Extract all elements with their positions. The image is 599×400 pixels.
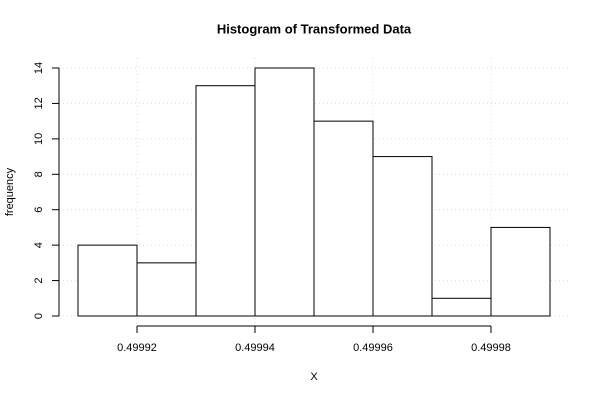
x-tick-label: 0.49994 bbox=[235, 342, 275, 354]
bar bbox=[490, 226, 551, 317]
y-tick-label: 8 bbox=[33, 171, 45, 177]
bar bbox=[77, 244, 138, 317]
bar bbox=[372, 156, 433, 317]
bar bbox=[195, 85, 256, 317]
y-tick-label: 12 bbox=[33, 97, 45, 109]
y-tick-label: 2 bbox=[33, 278, 45, 284]
y-tick-label: 6 bbox=[33, 207, 45, 213]
x-axis-label: X bbox=[310, 371, 318, 383]
y-tick-label: 14 bbox=[33, 62, 45, 74]
bar bbox=[313, 120, 374, 317]
x-tick-label: 0.49992 bbox=[117, 342, 157, 354]
bar bbox=[136, 262, 197, 317]
x-tick-label: 0.49996 bbox=[353, 342, 393, 354]
chart-title: Histogram of Transformed Data bbox=[217, 21, 412, 36]
y-tick-label: 0 bbox=[33, 313, 45, 319]
bar bbox=[431, 297, 492, 317]
bar bbox=[254, 67, 315, 317]
y-tick-label: 4 bbox=[33, 242, 45, 248]
y-tick-label: 10 bbox=[33, 133, 45, 145]
y-axis-label: frequency bbox=[4, 167, 16, 216]
x-tick-label: 0.49998 bbox=[471, 342, 511, 354]
